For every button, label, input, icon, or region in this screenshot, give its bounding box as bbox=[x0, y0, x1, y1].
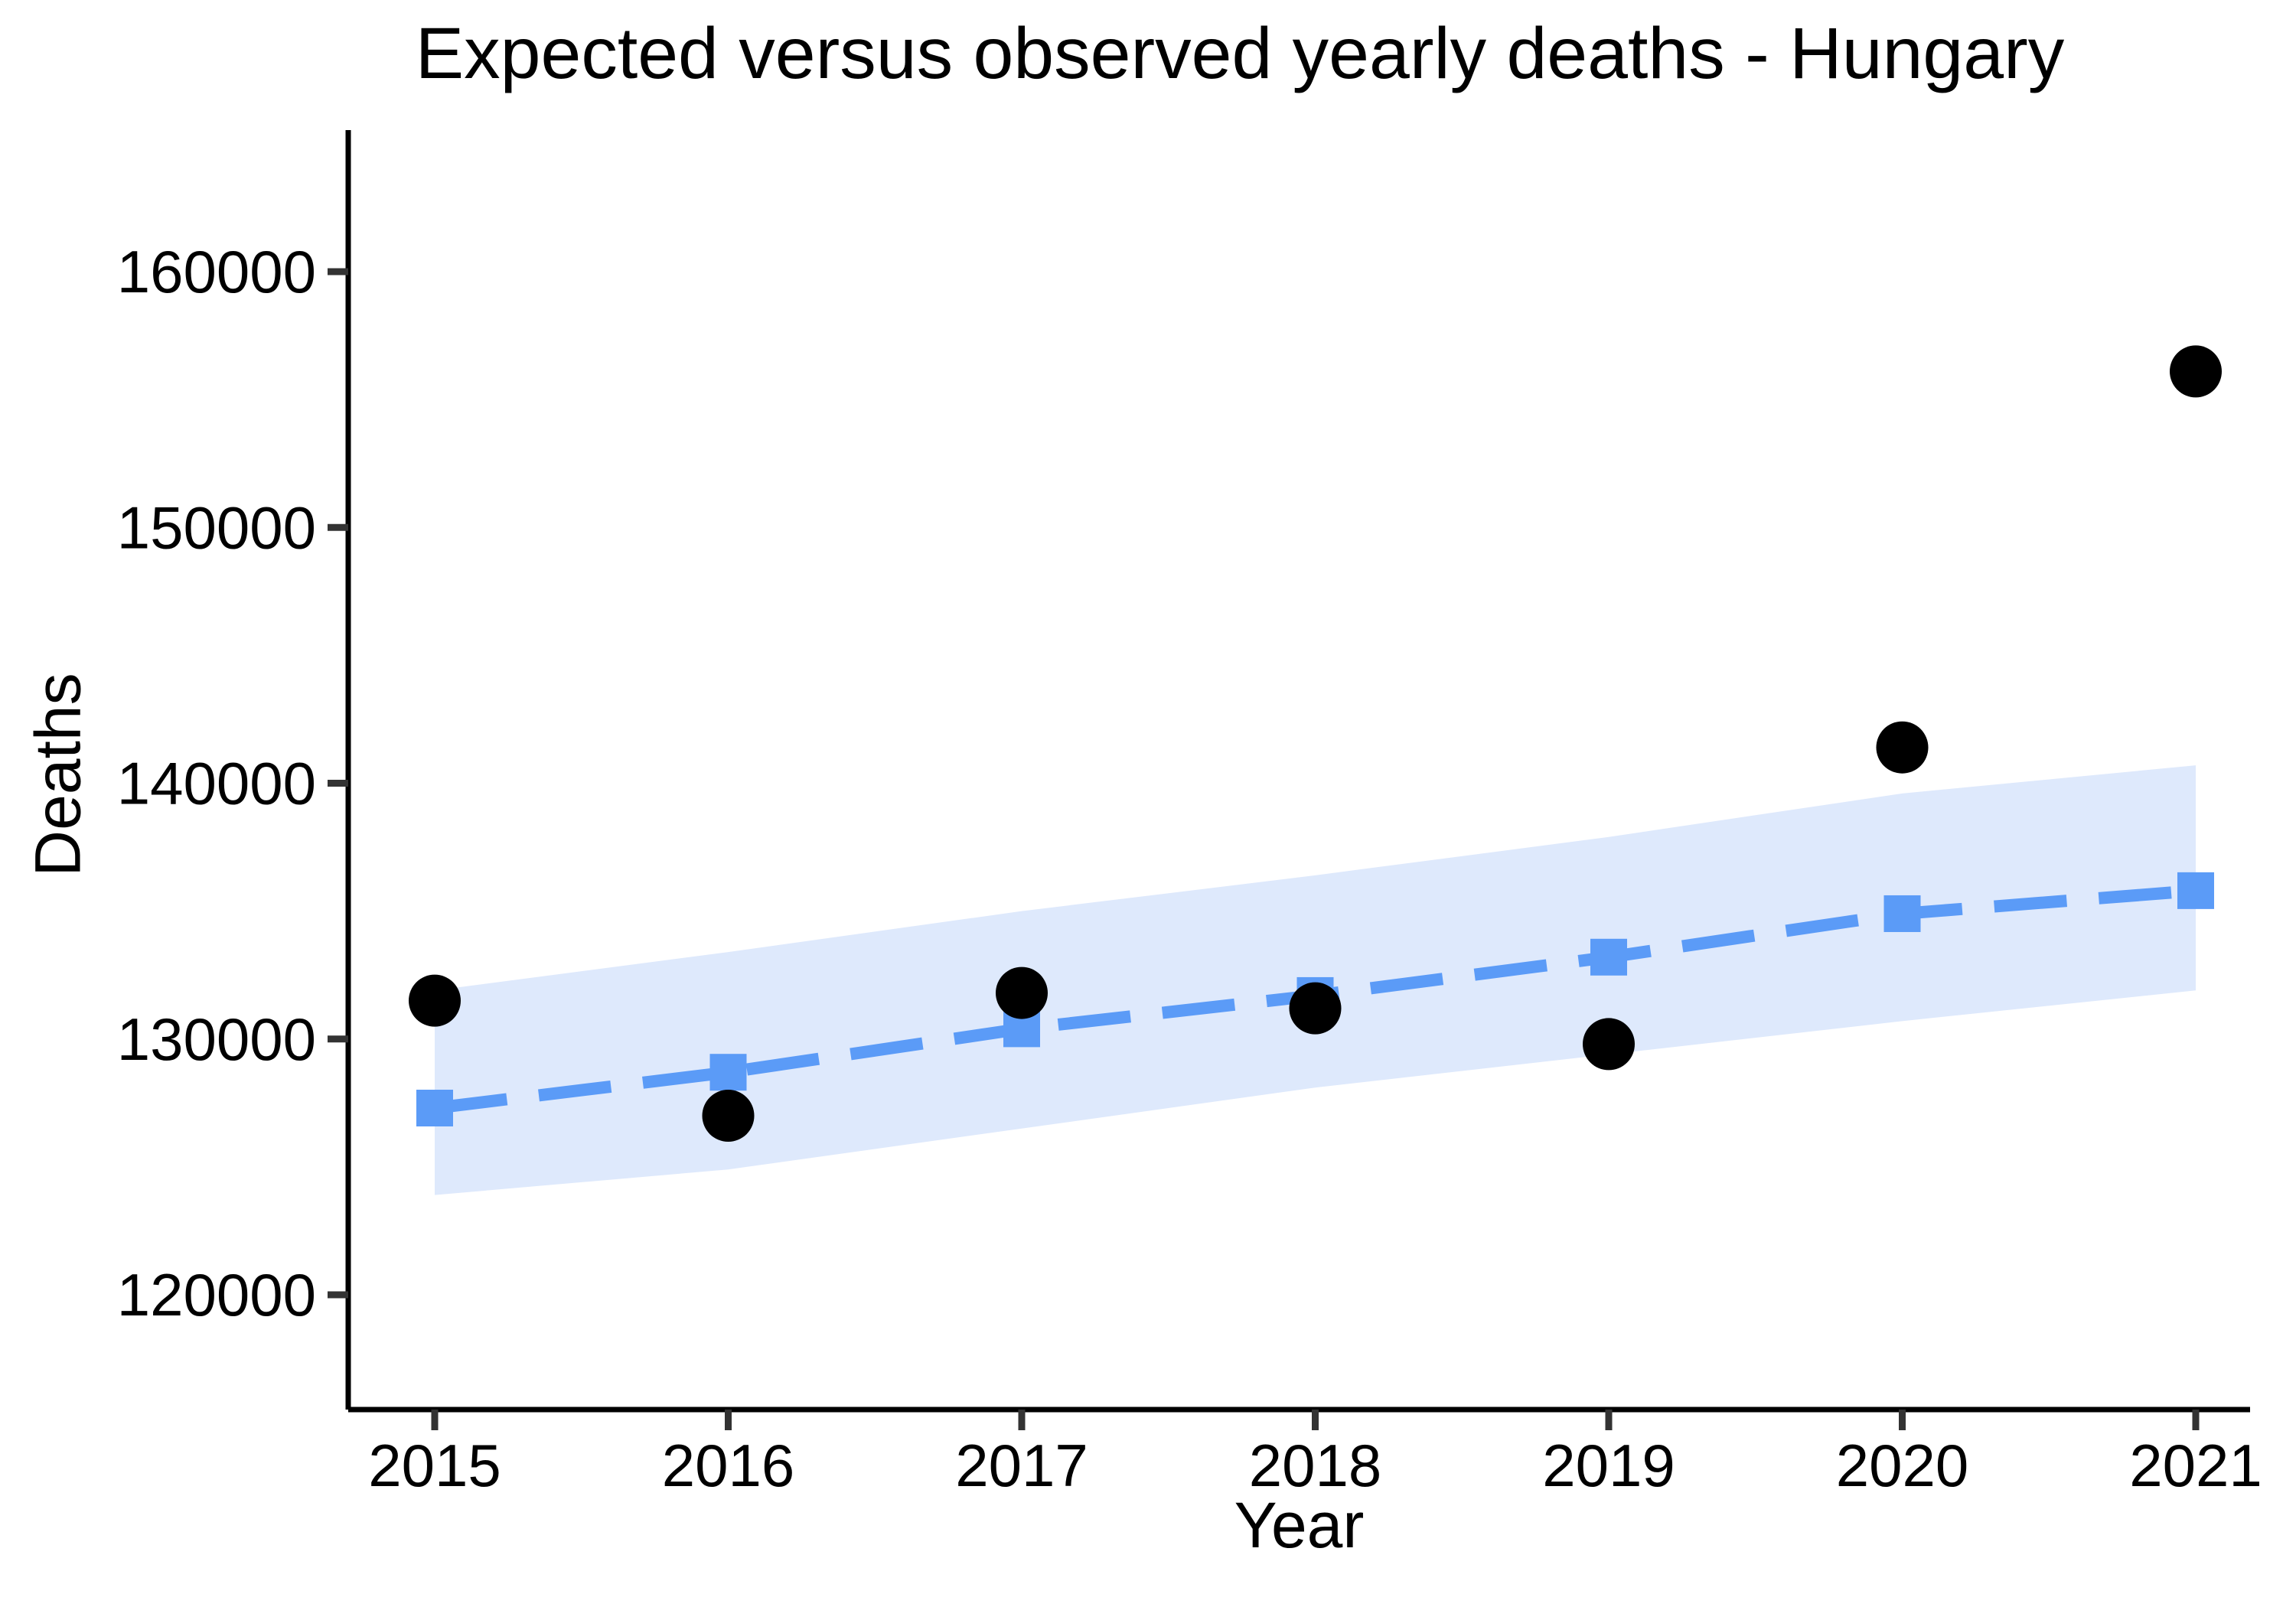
observed-point-2018[interactable] bbox=[1289, 982, 1342, 1035]
y-tick-label: 120000 bbox=[117, 1261, 316, 1328]
y-tick-label: 140000 bbox=[117, 750, 316, 817]
observed-point-2016[interactable] bbox=[702, 1090, 755, 1143]
x-tick-label: 2018 bbox=[1249, 1432, 1382, 1499]
expected-point-2016[interactable] bbox=[709, 1054, 747, 1091]
y-tick-label: 150000 bbox=[117, 494, 316, 561]
y-tick-label: 130000 bbox=[117, 1006, 316, 1073]
x-tick-label: 2016 bbox=[662, 1432, 795, 1499]
y-tick-label: 160000 bbox=[117, 238, 316, 305]
expected-point-2021[interactable] bbox=[2177, 872, 2214, 909]
observed-point-2015[interactable] bbox=[409, 974, 461, 1027]
plot-title: Expected versus observed yearly deaths -… bbox=[415, 13, 2065, 94]
x-tick-label: 2017 bbox=[955, 1432, 1088, 1499]
x-tick-label: 2021 bbox=[2129, 1432, 2262, 1499]
x-tick-label: 2015 bbox=[368, 1432, 501, 1499]
expected-point-2020[interactable] bbox=[1883, 895, 1921, 932]
x-tick-label: 2019 bbox=[1542, 1432, 1675, 1499]
observed-point-2019[interactable] bbox=[1583, 1018, 1635, 1071]
observed-point-2017[interactable] bbox=[996, 966, 1048, 1019]
observed-point-2020[interactable] bbox=[1876, 721, 1929, 774]
x-axis-title: Year bbox=[1234, 1489, 1365, 1561]
expected-point-2019[interactable] bbox=[1590, 938, 1627, 976]
observed-point-2021[interactable] bbox=[2170, 345, 2222, 398]
expected-point-2015[interactable] bbox=[416, 1089, 453, 1126]
x-tick-label: 2020 bbox=[1836, 1432, 1969, 1499]
